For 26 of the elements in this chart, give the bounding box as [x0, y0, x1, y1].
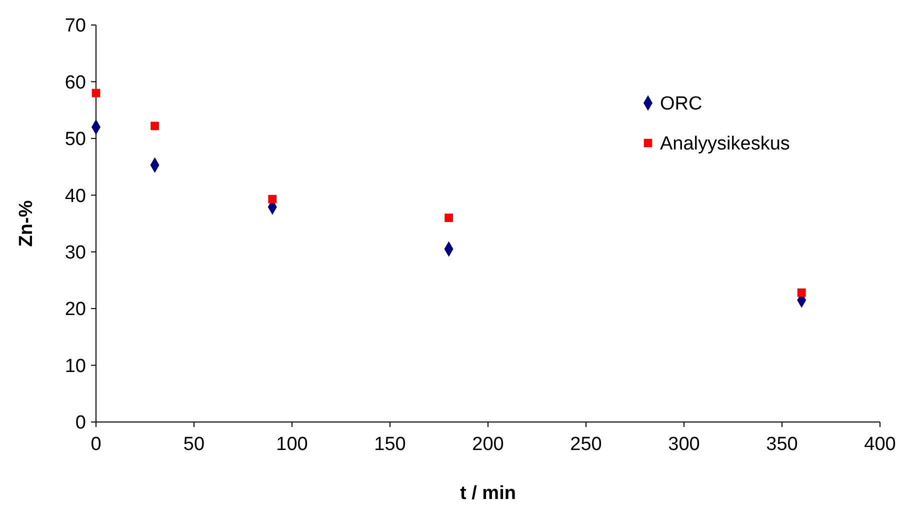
y-tick-label: 30 [64, 242, 86, 264]
point [444, 214, 453, 222]
y-tick-label: 60 [64, 72, 86, 94]
legend-label: ORC [660, 94, 702, 115]
y-axis-title: Zn-% [16, 200, 37, 247]
legend-label: Analyysikeskus [660, 134, 790, 155]
point [797, 288, 806, 297]
y-tick-label: 70 [64, 16, 86, 37]
x-tick-label: 350 [766, 434, 798, 455]
x-axis-title: t / min [460, 483, 516, 504]
x-tick-label: 250 [570, 434, 602, 455]
point [268, 194, 277, 204]
x-tick-label: 50 [183, 434, 205, 455]
y-tick-label: 10 [64, 356, 86, 377]
point [150, 122, 159, 130]
y-tick-label: 50 [64, 129, 86, 150]
x-tick-label: 400 [864, 434, 896, 455]
x-tick-label: 0 [90, 434, 102, 455]
x-tick-label: 300 [668, 434, 700, 455]
y-tick-label: 40 [64, 186, 86, 207]
point [92, 88, 100, 98]
x-tick-label: 100 [276, 434, 308, 455]
x-tick-label: 150 [374, 434, 406, 455]
y-tick-label: 20 [64, 299, 86, 320]
y-tick-label: 0 [75, 412, 86, 434]
x-tick-label: 200 [472, 434, 504, 455]
